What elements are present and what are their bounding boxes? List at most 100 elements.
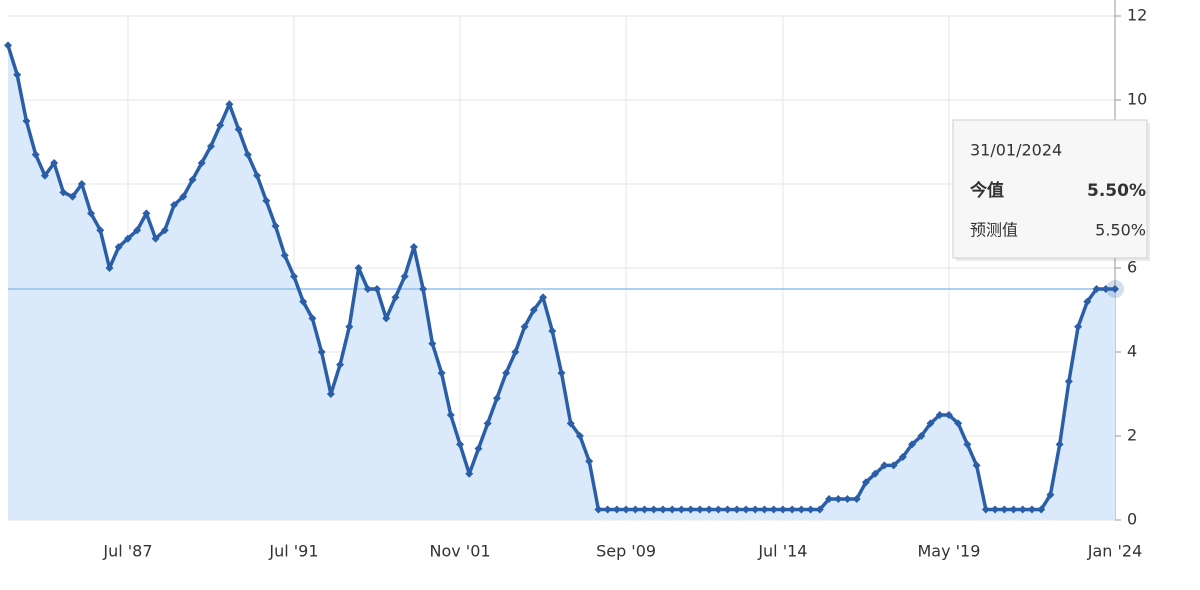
- marker: [991, 505, 1000, 514]
- marker: [373, 285, 381, 293]
- marker: [797, 505, 806, 514]
- marker: [308, 314, 317, 323]
- marker: [225, 100, 234, 109]
- marker: [160, 226, 169, 235]
- tooltip: 31/01/2024 今值 5.50% 预测值 5.50%: [952, 119, 1150, 261]
- marker: [944, 411, 953, 419]
- y-tick-label: 4: [1127, 342, 1137, 361]
- marker: [87, 209, 96, 218]
- marker: [317, 348, 326, 356]
- marker: [50, 159, 59, 167]
- marker: [843, 495, 852, 503]
- marker: [502, 369, 511, 377]
- marker: [880, 461, 889, 470]
- marker: [114, 243, 123, 251]
- marker: [871, 469, 880, 478]
- marker: [151, 234, 160, 243]
- marker: [695, 505, 704, 514]
- marker: [649, 505, 658, 514]
- marker: [354, 264, 363, 272]
- marker: [852, 495, 861, 503]
- marker: [723, 505, 732, 514]
- marker: [280, 251, 289, 260]
- marker: [474, 444, 483, 453]
- marker: [206, 142, 215, 151]
- tooltip-date: 31/01/2024: [970, 141, 1062, 160]
- marker: [197, 159, 206, 167]
- x-tick-label: Jul '87: [102, 542, 152, 561]
- marker: [1009, 505, 1018, 514]
- marker: [1074, 322, 1083, 331]
- marker: [668, 505, 677, 514]
- marker: [253, 171, 262, 180]
- marker: [806, 505, 815, 514]
- marker: [446, 411, 455, 419]
- marker: [1064, 377, 1073, 386]
- x-tick-label: Sep '09: [596, 542, 656, 561]
- marker: [428, 339, 437, 348]
- marker: [815, 505, 824, 514]
- area: [8, 45, 1115, 521]
- marker: [732, 505, 741, 514]
- marker: [861, 478, 870, 487]
- marker: [96, 226, 105, 235]
- marker: [299, 297, 308, 306]
- marker: [585, 457, 594, 466]
- marker: [133, 226, 142, 235]
- marker: [1037, 505, 1046, 514]
- marker: [898, 453, 907, 461]
- hover-halo: [1106, 280, 1124, 298]
- marker: [4, 41, 12, 50]
- marker: [640, 505, 649, 514]
- marker: [658, 505, 667, 514]
- marker: [216, 121, 225, 130]
- marker: [59, 188, 68, 197]
- x-tick-label: May '19: [917, 542, 980, 561]
- marker: [714, 505, 723, 514]
- x-tick-label: Jul '14: [757, 542, 807, 561]
- marker: [566, 419, 575, 428]
- marker: [705, 505, 714, 514]
- marker: [926, 419, 935, 428]
- marker: [557, 369, 566, 377]
- marker: [1055, 440, 1064, 449]
- marker: [492, 394, 501, 403]
- marker: [142, 209, 151, 218]
- marker: [271, 222, 280, 230]
- marker: [889, 461, 898, 470]
- tooltip-label: 预测值: [970, 221, 1018, 240]
- marker: [548, 327, 557, 335]
- marker: [954, 419, 963, 428]
- tooltip-box: [952, 119, 1148, 259]
- marker: [825, 495, 834, 503]
- y-tick-label: 12: [1127, 6, 1147, 25]
- marker: [1000, 505, 1009, 514]
- marker: [243, 150, 252, 159]
- marker: [465, 469, 474, 478]
- marker: [40, 171, 49, 180]
- marker: [77, 180, 86, 188]
- y-tick-label: 10: [1127, 90, 1147, 109]
- marker: [834, 495, 843, 503]
- marker: [105, 264, 114, 272]
- marker: [22, 117, 31, 125]
- marker: [68, 192, 77, 201]
- marker: [1083, 297, 1092, 306]
- marker: [760, 505, 769, 514]
- marker: [123, 234, 132, 243]
- marker: [31, 150, 40, 159]
- y-tick-label: 2: [1127, 426, 1137, 445]
- marker: [336, 360, 345, 369]
- marker: [751, 505, 760, 514]
- marker: [612, 505, 621, 514]
- marker: [13, 70, 22, 79]
- tooltip-value: 5.50%: [1087, 181, 1146, 201]
- marker: [908, 440, 917, 449]
- marker: [1018, 505, 1027, 514]
- x-tick-label: Nov '01: [429, 542, 490, 561]
- marker: [456, 440, 465, 449]
- marker: [594, 505, 603, 514]
- marker: [631, 505, 640, 514]
- marker: [400, 272, 409, 281]
